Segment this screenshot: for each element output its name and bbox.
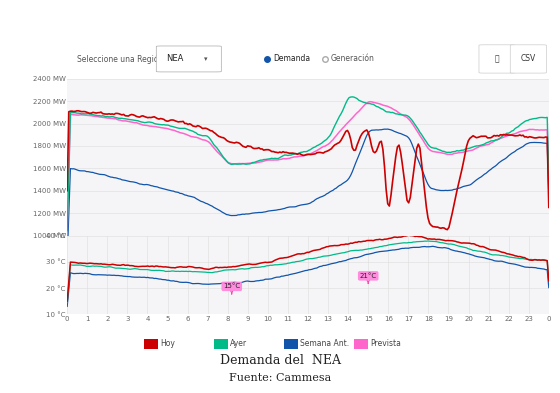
Text: Ayer: Ayer	[230, 340, 248, 348]
Text: Demanda del  NEA: Demanda del NEA	[220, 354, 340, 367]
FancyBboxPatch shape	[479, 45, 515, 73]
Text: 21°C: 21°C	[360, 273, 377, 283]
FancyBboxPatch shape	[156, 46, 221, 72]
Text: Demanda: Demanda	[273, 55, 310, 63]
Text: Semana Ant.: Semana Ant.	[300, 340, 349, 348]
Text: 15°C: 15°C	[223, 283, 240, 294]
Text: NEA: NEA	[166, 55, 183, 63]
Text: Prevista: Prevista	[370, 340, 401, 348]
Text: Seleccione una Región: Seleccione una Región	[77, 54, 163, 64]
Text: Generación: Generación	[331, 55, 375, 63]
Text: CSV: CSV	[520, 55, 536, 63]
Text: ▾: ▾	[204, 56, 208, 62]
Text: ⎙: ⎙	[494, 55, 499, 63]
Text: Hoy: Hoy	[160, 340, 175, 348]
Text: Fuente: Cammesa: Fuente: Cammesa	[229, 373, 331, 383]
FancyBboxPatch shape	[510, 45, 547, 73]
